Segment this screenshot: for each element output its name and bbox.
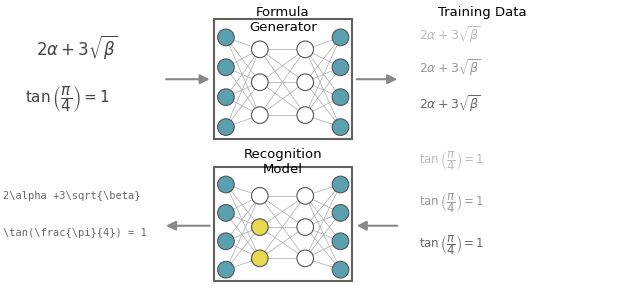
Text: Recognition
Model: Recognition Model — [244, 148, 322, 176]
Ellipse shape — [332, 205, 349, 221]
Ellipse shape — [332, 89, 349, 106]
Ellipse shape — [252, 74, 268, 91]
Text: $2\alpha + 3\sqrt{\beta}$: $2\alpha + 3\sqrt{\beta}$ — [419, 24, 481, 45]
Ellipse shape — [218, 176, 234, 193]
Text: Formula
Generator: Formula Generator — [249, 6, 317, 34]
Ellipse shape — [332, 261, 349, 278]
Text: $2\alpha + 3\sqrt{\beta}$: $2\alpha + 3\sqrt{\beta}$ — [419, 93, 481, 114]
Ellipse shape — [297, 74, 314, 91]
Bar — [214, 167, 352, 281]
Ellipse shape — [252, 41, 268, 58]
Ellipse shape — [252, 107, 268, 123]
Text: Training Data: Training Data — [438, 6, 527, 19]
Ellipse shape — [332, 119, 349, 135]
Text: $\tan\left(\dfrac{\pi}{4}\right) = 1$: $\tan\left(\dfrac{\pi}{4}\right) = 1$ — [419, 150, 484, 173]
Text: \tan(\frac{\pi}{4}) = 1: \tan(\frac{\pi}{4}) = 1 — [3, 228, 147, 238]
Ellipse shape — [332, 59, 349, 76]
Text: $\tan\left(\dfrac{\pi}{4}\right) = 1$: $\tan\left(\dfrac{\pi}{4}\right) = 1$ — [419, 191, 484, 215]
Bar — [214, 19, 352, 139]
Ellipse shape — [297, 41, 314, 58]
Text: $2\alpha + 3\sqrt{\beta}$: $2\alpha + 3\sqrt{\beta}$ — [36, 34, 118, 62]
Ellipse shape — [252, 219, 268, 235]
Ellipse shape — [297, 187, 314, 204]
Ellipse shape — [332, 29, 349, 46]
Ellipse shape — [218, 59, 234, 76]
Ellipse shape — [252, 187, 268, 204]
Text: $\tan\left(\dfrac{\pi}{4}\right) = 1$: $\tan\left(\dfrac{\pi}{4}\right) = 1$ — [25, 84, 109, 114]
Ellipse shape — [332, 176, 349, 193]
Ellipse shape — [297, 107, 314, 123]
Ellipse shape — [218, 233, 234, 250]
Ellipse shape — [218, 261, 234, 278]
Ellipse shape — [252, 250, 268, 267]
Ellipse shape — [218, 119, 234, 135]
Ellipse shape — [218, 29, 234, 46]
Ellipse shape — [218, 205, 234, 221]
Text: 2\alpha +3\sqrt{\beta}: 2\alpha +3\sqrt{\beta} — [3, 191, 141, 201]
Text: $2\alpha + 3\sqrt{\beta}$: $2\alpha + 3\sqrt{\beta}$ — [419, 57, 481, 78]
Text: $\tan\left(\dfrac{\pi}{4}\right) = 1$: $\tan\left(\dfrac{\pi}{4}\right) = 1$ — [419, 233, 484, 257]
Ellipse shape — [218, 89, 234, 106]
Ellipse shape — [332, 233, 349, 250]
Ellipse shape — [297, 250, 314, 267]
Ellipse shape — [297, 219, 314, 235]
